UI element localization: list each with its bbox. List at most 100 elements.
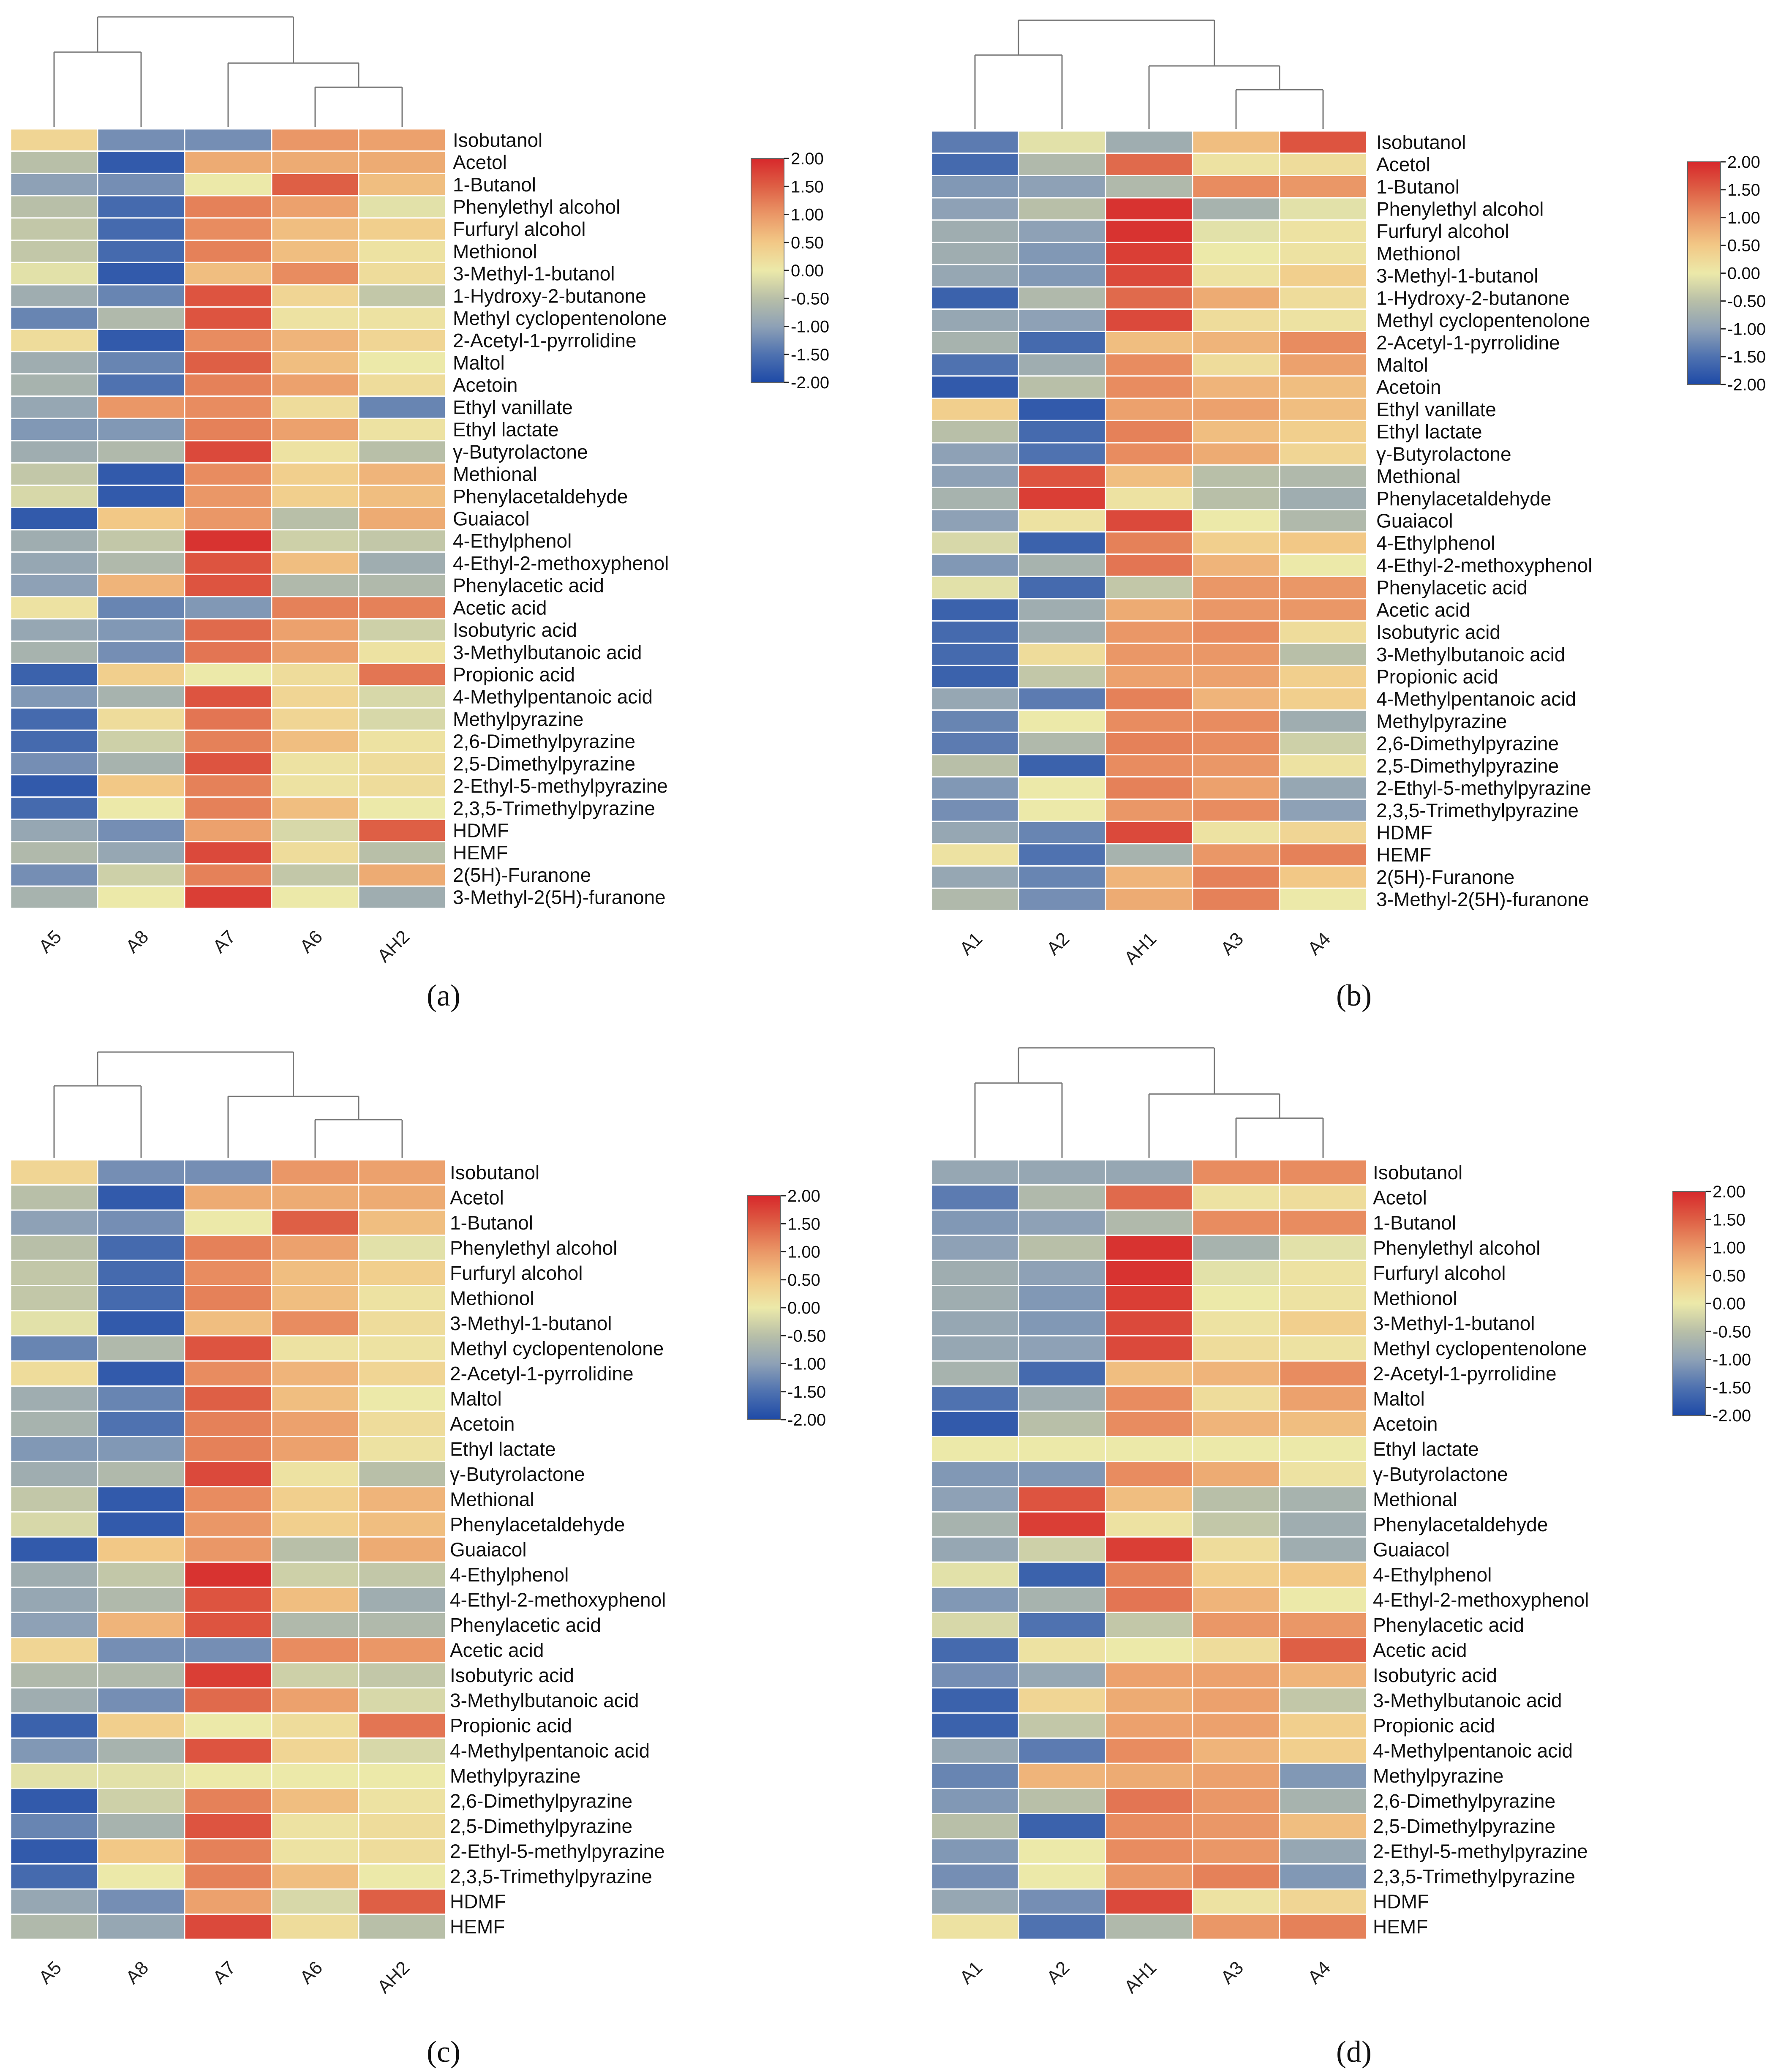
heatmap-cell [1105, 1913, 1193, 1940]
heatmap-cell [1018, 1486, 1106, 1513]
heatmap-cell [1105, 1410, 1193, 1437]
row-label: Isobutyric acid [450, 1664, 574, 1686]
dendrogram [974, 19, 1324, 129]
heatmap-cell [97, 395, 185, 419]
heatmap-cell [184, 1184, 272, 1211]
heatmap-cell [358, 1511, 447, 1538]
row-label: Acetic acid [1376, 599, 1470, 621]
heatmap-cell [358, 885, 447, 909]
heatmap-cell [1192, 398, 1280, 421]
row-label: Acetoin [450, 1413, 515, 1435]
heatmap-cell [1192, 509, 1280, 533]
heatmap-cell [10, 1511, 98, 1538]
heatmap-cell [358, 1385, 447, 1412]
heatmap-cell [184, 551, 272, 575]
heatmap-cell [1279, 1260, 1367, 1287]
heatmap-cell [931, 1863, 1019, 1890]
heatmap-cell [1279, 286, 1367, 310]
row-label: 3-Methylbutanoic acid [1373, 1690, 1562, 1712]
row-label: Methylpyrazine [1376, 710, 1507, 732]
heatmap-cell [1105, 1863, 1193, 1890]
scale-tick-label: -1.50 [1713, 1379, 1751, 1397]
heatmap-cell [358, 440, 447, 464]
heatmap-cell [1018, 865, 1106, 889]
scale-tick-label: 1.50 [791, 177, 824, 196]
heatmap-cell [1192, 1159, 1280, 1186]
heatmap-cell [358, 195, 447, 219]
heatmap-cell [10, 1712, 98, 1739]
row-label: 4-Ethyl-2-methoxyphenol [453, 552, 669, 574]
scale-tick-label: -0.50 [787, 1327, 826, 1345]
column-label: AH1 [1120, 928, 1160, 968]
scale-tick-label: -0.50 [1713, 1322, 1751, 1341]
row-label: Methyl cyclopentenolone [450, 1337, 664, 1359]
heatmap-cell [1018, 1260, 1106, 1287]
heatmap-cell [1018, 798, 1106, 822]
heatmap-cell [97, 1159, 185, 1186]
heatmap-cell [10, 1762, 98, 1789]
heatmap-cell [1279, 642, 1367, 666]
heatmap-cell [931, 197, 1019, 221]
heatmap-cell [1192, 264, 1280, 288]
heatmap-cell [10, 1888, 98, 1915]
heatmap-cell [1192, 420, 1280, 444]
heatmap-cell [1018, 308, 1106, 332]
heatmap-cell [358, 1863, 447, 1890]
heatmap-cell [271, 150, 359, 174]
row-label: 2,6-Dimethylpyrazine [453, 731, 635, 752]
heatmap-cell [184, 328, 272, 352]
heatmap-cell [1018, 1737, 1106, 1764]
row-label: 3-Methyl-2(5H)-furanone [1376, 889, 1589, 911]
heatmap-cell [10, 1611, 98, 1639]
row-label: Methyl cyclopentenolone [453, 307, 667, 329]
heatmap-cell [1018, 1662, 1106, 1689]
heatmap-cell [271, 1863, 359, 1890]
scale-tick-label: -2.00 [1713, 1407, 1751, 1425]
heatmap-cell [931, 130, 1019, 154]
heatmap-cell [1192, 375, 1280, 399]
scale-tick-label: 1.00 [791, 206, 824, 224]
heatmap-cell [10, 128, 98, 152]
heatmap-cell [10, 1788, 98, 1814]
column-label: A4 [1304, 928, 1334, 959]
heatmap-cell [10, 841, 98, 865]
heatmap-cell [1018, 1310, 1106, 1337]
heatmap-cell [1105, 1436, 1193, 1462]
heatmap-cell [931, 754, 1019, 778]
heatmap-cell [184, 573, 272, 597]
heatmap-cell [358, 1561, 447, 1588]
row-label: 2,6-Dimethylpyrazine [1376, 733, 1559, 755]
heatmap-cell [358, 1159, 447, 1186]
heatmap-cell [1279, 1687, 1367, 1714]
heatmap-cell [10, 1863, 98, 1890]
heatmap-cell [10, 1360, 98, 1387]
heatmap-cell [1018, 1913, 1106, 1940]
heatmap-cell [931, 153, 1019, 176]
heatmap-cell [1105, 286, 1193, 310]
heatmap-cell [1192, 575, 1280, 600]
heatmap-cell [10, 662, 98, 687]
heatmap-cell [97, 1360, 185, 1387]
heatmap-cell [271, 662, 359, 687]
heatmap-cell [10, 1260, 98, 1287]
heatmap-cell [358, 796, 447, 820]
heatmap-cell [184, 1888, 272, 1915]
heatmap-cell [10, 1913, 98, 1940]
heatmap-cell [358, 863, 447, 887]
heatmap-cell [10, 462, 98, 486]
heatmap-cell [1018, 509, 1106, 533]
heatmap-cell [97, 1385, 185, 1412]
heatmap-cell [931, 1913, 1019, 1940]
heatmap-cell [1105, 843, 1193, 867]
heatmap-cell [1279, 1360, 1367, 1387]
heatmap-cell [271, 195, 359, 219]
heatmap-cell [1018, 1813, 1106, 1840]
heatmap-cell [97, 128, 185, 152]
heatmap-cell [1018, 219, 1106, 243]
heatmap-cell [358, 1788, 447, 1814]
heatmap-cell [1018, 1335, 1106, 1362]
heatmap-cell [931, 286, 1019, 310]
heatmap-cell [1279, 330, 1367, 354]
heatmap-cell [271, 462, 359, 486]
